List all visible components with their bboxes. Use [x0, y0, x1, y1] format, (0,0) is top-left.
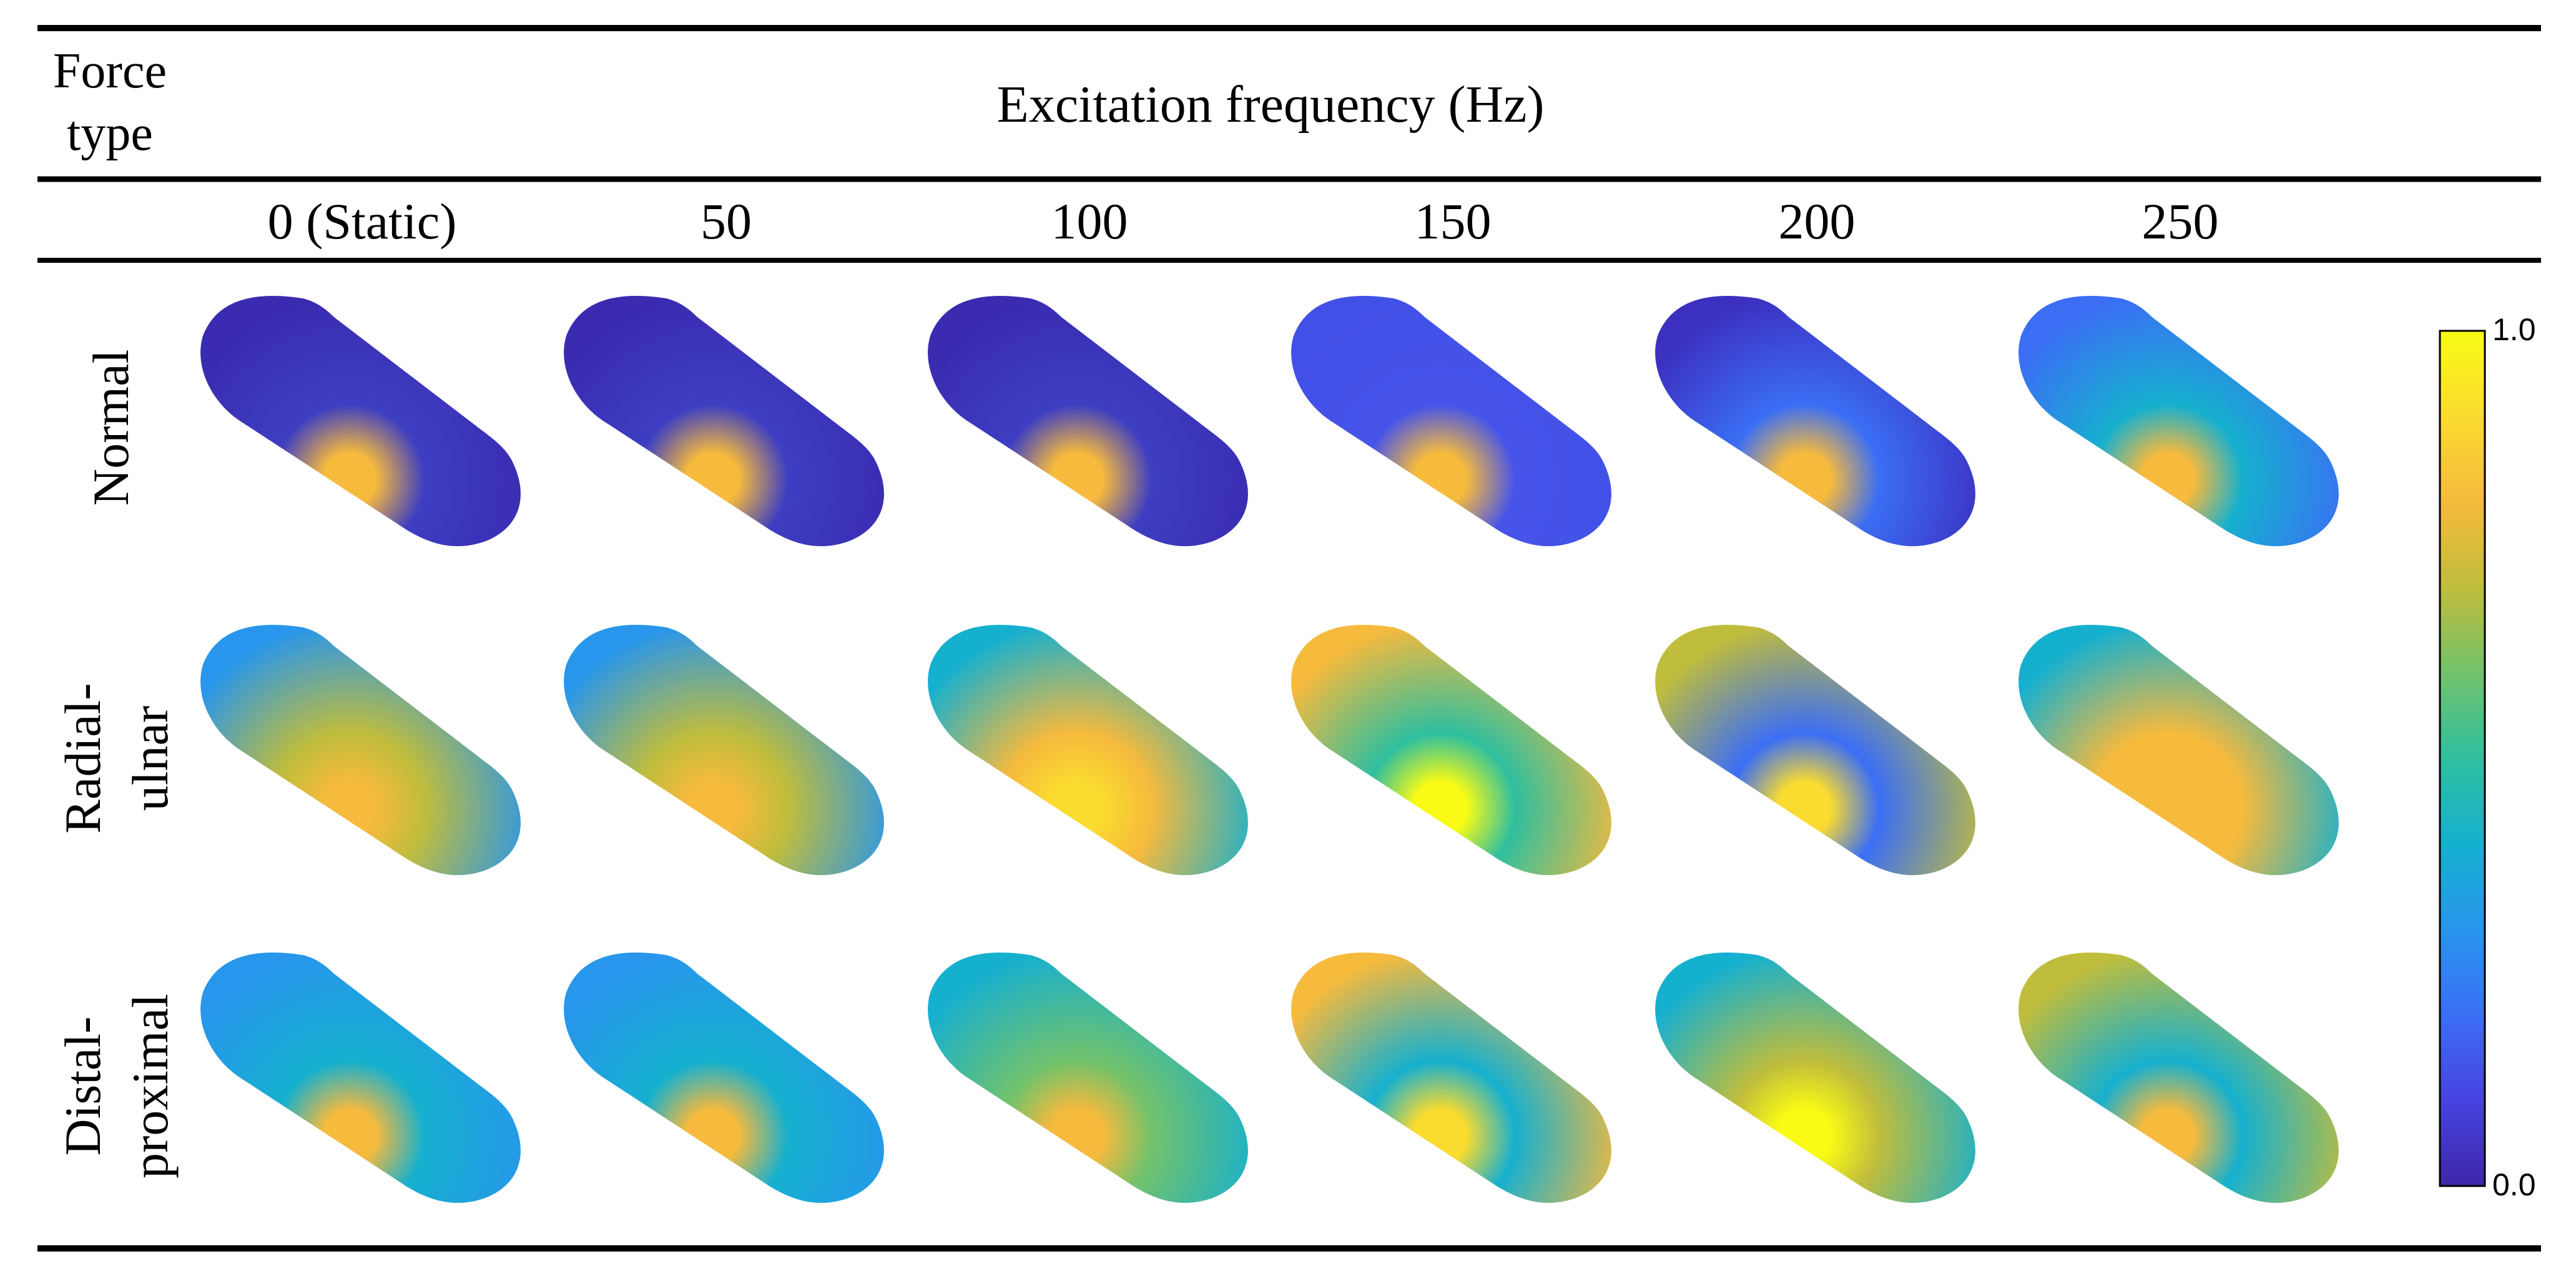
force-type-header-line2: type	[67, 106, 153, 161]
map-normal-0hz	[200, 296, 521, 547]
map-radial-ulnar-250hz	[2018, 625, 2339, 876]
colorbar-min-label: 0.0	[2492, 1167, 2536, 1202]
map-distal-proximal-0hz	[200, 953, 521, 1203]
row-label-distal-proximal-line1: Distal-	[54, 1016, 111, 1155]
column-label-150: 150	[1415, 193, 1492, 250]
map-radial-ulnar-150hz	[1291, 625, 1611, 876]
column-label-50: 50	[701, 193, 752, 250]
map-distal-proximal-50hz	[564, 953, 884, 1203]
map-distal-proximal-100hz	[928, 953, 1248, 1203]
map-normal-100hz	[928, 296, 1248, 547]
map-radial-ulnar-100hz	[928, 625, 1248, 876]
row-label-radial-ulnar-line1: Radial-	[54, 683, 111, 833]
colorbar	[2439, 330, 2486, 1187]
maps-grid	[200, 296, 2339, 1203]
map-normal-150hz	[1291, 296, 1611, 547]
row-label-distal-proximal-line2: proximal	[122, 994, 179, 1178]
map-normal-250hz	[2018, 296, 2339, 547]
column-label-200: 200	[1779, 193, 1856, 250]
map-normal-200hz	[1655, 296, 1975, 547]
force-type-header-line1: Force	[53, 44, 167, 99]
colorbar-max-label: 1.0	[2492, 312, 2536, 347]
map-distal-proximal-200hz	[1655, 953, 1975, 1203]
map-radial-ulnar-200hz	[1655, 625, 1975, 876]
map-radial-ulnar-50hz	[564, 625, 884, 876]
row-label-radial-ulnar-line2: ulnar	[122, 706, 179, 811]
excitation-frequency-header: Excitation frequency (Hz)	[997, 76, 1545, 134]
column-label-250: 250	[2142, 193, 2219, 250]
map-distal-proximal-250hz	[2018, 953, 2339, 1203]
map-radial-ulnar-0hz	[200, 625, 521, 876]
column-label-0: 0 (Static)	[268, 193, 457, 250]
map-distal-proximal-150hz	[1291, 953, 1611, 1203]
map-normal-50hz	[564, 296, 884, 547]
row-label-normal: Normal	[82, 350, 139, 506]
column-label-100: 100	[1051, 193, 1128, 250]
